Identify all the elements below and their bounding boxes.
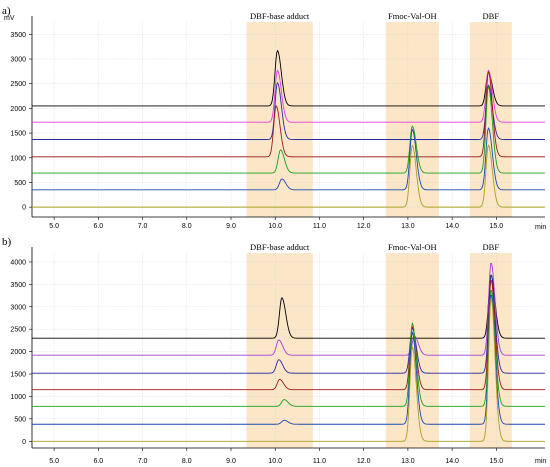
x-tick-label: 7.0 [138,458,148,465]
x-unit-label: min [535,224,546,231]
y-tick-label: 3000 [10,304,26,311]
series-line [32,275,545,339]
x-tick-label: 10.0 [268,458,282,465]
panel-label: a) [2,5,11,17]
region-band [385,22,439,217]
series-line [32,144,545,208]
series-line [32,290,545,407]
x-tick-label: 14.0 [445,223,459,230]
region-band [385,253,439,448]
panel-label: b) [2,236,12,248]
panel-a: a) DBF-base adduct Fmoc-Val-OH DBF 5.0 6.0 7… [2,5,546,231]
region-band [246,253,313,448]
y-tick-label: 1000 [10,394,26,401]
region-label: DBF-base adduct [250,11,310,21]
series-line [32,127,545,191]
x-tick-label: 15.0 [490,223,504,230]
series-line [32,262,545,356]
y-tick-label: 1500 [10,372,26,379]
x-tick-label: 12.0 [357,223,371,230]
series-line [32,294,545,425]
series-line [32,298,545,442]
x-tick-label: 5.0 [49,458,59,465]
y-tick-label: 4000 [10,259,26,266]
series-line [32,81,545,140]
x-tick-label: 15.0 [490,458,504,465]
region-label: Fmoc-Val-OH [388,242,437,252]
y-tick-label: 2000 [10,349,26,356]
x-tick-label: 10.0 [268,223,282,230]
series-line [32,49,545,107]
region-label: DBF [483,242,500,252]
y-tick-label: 1500 [10,131,26,138]
x-tick-label: 6.0 [93,223,103,230]
y-tick-label: 3500 [10,32,26,39]
x-tick-label: 7.0 [138,223,148,230]
panel-b: b) DBF-base adduct Fmoc-Val-OH DBF 5.0 6.0 7… [2,236,546,465]
x-tick-label: 9.0 [226,458,236,465]
region-label: Fmoc-Val-OH [388,11,437,21]
y-tick-label: 2000 [10,106,26,113]
region-band [469,253,512,448]
region-band [469,22,512,217]
y-tick-label: 0 [22,205,26,212]
region-band [246,22,313,217]
x-tick-label: 8.0 [182,458,192,465]
x-tick-label: 12.0 [357,458,371,465]
y-tick-label: 500 [14,180,26,187]
y-tick-label: 2500 [10,81,26,88]
x-tick-label: 11.0 [313,458,326,465]
x-tick-label: 8.0 [182,223,192,230]
y-unit-label: mV [4,15,15,22]
x-tick-label: 6.0 [93,458,103,465]
series-line [32,85,545,174]
x-unit-label: min [535,458,546,465]
y-tick-label: 3500 [10,282,26,289]
x-tick-label: 9.0 [226,223,236,230]
series-line [32,274,545,374]
y-tick-label: 1000 [10,155,26,162]
x-tick-label: 13.0 [401,458,415,465]
x-tick-label: 13.0 [401,223,415,230]
y-tick-label: 2500 [10,327,26,334]
y-tick-label: 3000 [10,57,26,64]
region-label: DBF [483,11,500,21]
series-line [32,69,545,123]
region-label: DBF-base adduct [250,242,310,252]
y-tick-label: 0 [22,439,26,446]
x-tick-label: 11.0 [313,223,326,230]
y-tick-label: 500 [14,416,26,423]
x-tick-label: 5.0 [49,223,59,230]
series-line [32,280,545,391]
x-tick-label: 14.0 [445,458,459,465]
series-line [32,70,545,158]
